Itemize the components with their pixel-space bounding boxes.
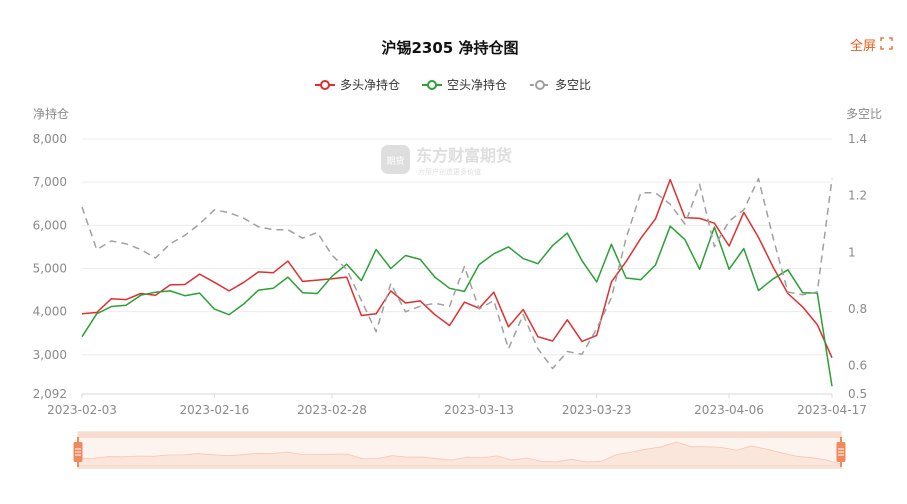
x-tick-label: 2023-03-23 bbox=[562, 403, 632, 417]
x-tick-label: 2023-02-16 bbox=[179, 403, 249, 417]
fullscreen-icon bbox=[880, 37, 893, 50]
series-line-1 bbox=[81, 225, 833, 387]
watermark: 期货 东方财富期货 为用户创造更多价值 bbox=[381, 145, 512, 176]
y-right-tick-label: 1.4 bbox=[848, 132, 867, 146]
y-left-tick-label: 8,000 bbox=[33, 132, 67, 146]
x-tick-label: 2023-04-17 bbox=[797, 403, 867, 417]
y-right-tick-label: 0.5 bbox=[848, 387, 867, 401]
y-left-tick-label: 4,000 bbox=[33, 305, 67, 319]
y-left-tick-label: 6,000 bbox=[33, 218, 67, 232]
x-axis: 2023-02-03 2023-02-16 2023-02-28 2023-03-13… bbox=[47, 393, 867, 417]
chart-legend: 多头净持仓 空头净持仓 多空比 bbox=[315, 77, 591, 92]
y-right-axis-label: 多空比 bbox=[846, 107, 882, 121]
series-line-2 bbox=[81, 177, 833, 370]
y-right-tick-label: 0.6 bbox=[848, 359, 867, 373]
series-line-0 bbox=[81, 178, 833, 359]
legend-item-2: 多空比 bbox=[530, 78, 591, 92]
watermark-name: 东方财富期货 bbox=[416, 146, 512, 165]
zoom-slider-preview bbox=[77, 441, 842, 467]
legend-label: 空头净持仓 bbox=[447, 77, 507, 92]
y-right-tick-label: 1 bbox=[848, 245, 856, 259]
fullscreen-label: 全屏 bbox=[850, 38, 876, 54]
chart-title: 沪锡2305 净持仓图 bbox=[382, 39, 519, 57]
legend-swatch-marker bbox=[535, 80, 545, 90]
zoom-handle-right[interactable] bbox=[836, 437, 846, 467]
y-right-tick-label: 1.2 bbox=[848, 189, 867, 203]
legend-label: 多空比 bbox=[555, 78, 591, 92]
fullscreen-button[interactable]: 全屏 bbox=[850, 37, 893, 54]
y-left-axis: 8,000 7,000 6,000 5,000 4,000 3,000 2,092 bbox=[33, 132, 67, 401]
legend-item-0: 多头净持仓 bbox=[315, 77, 400, 92]
y-left-tick-label: 3,000 bbox=[33, 348, 67, 362]
legend-label: 多头净持仓 bbox=[340, 77, 400, 92]
x-tick-label: 2023-04-06 bbox=[694, 403, 764, 417]
y-left-tick-label: 2,092 bbox=[33, 387, 67, 401]
series-lines bbox=[81, 177, 833, 387]
watermark-logo bbox=[381, 145, 410, 174]
legend-item-1: 空头净持仓 bbox=[422, 77, 507, 92]
x-tick-label: 2023-03-13 bbox=[444, 403, 514, 417]
y-left-tick-label: 7,000 bbox=[33, 175, 67, 189]
x-tick-label: 2023-02-28 bbox=[297, 403, 367, 417]
grid-lines bbox=[82, 138, 832, 395]
zoom-slider[interactable] bbox=[73, 431, 846, 469]
y-right-axis: 1.4 1.2 1 0.8 0.6 0.5 bbox=[848, 132, 867, 401]
y-left-tick-label: 5,000 bbox=[33, 261, 67, 275]
x-tick-label: 2023-02-03 bbox=[47, 403, 117, 417]
y-left-axis-label: 净持仓 bbox=[33, 106, 69, 121]
zoom-handle-left[interactable] bbox=[73, 437, 83, 467]
legend-swatch-marker bbox=[427, 80, 437, 90]
watermark-logo-text: 期货 bbox=[386, 155, 404, 167]
legend-swatch-marker bbox=[320, 80, 330, 90]
zoom-slider-top-bar[interactable] bbox=[78, 432, 841, 438]
y-right-tick-label: 0.8 bbox=[848, 302, 867, 316]
watermark-slogan: 为用户创造更多价值 bbox=[418, 167, 481, 176]
